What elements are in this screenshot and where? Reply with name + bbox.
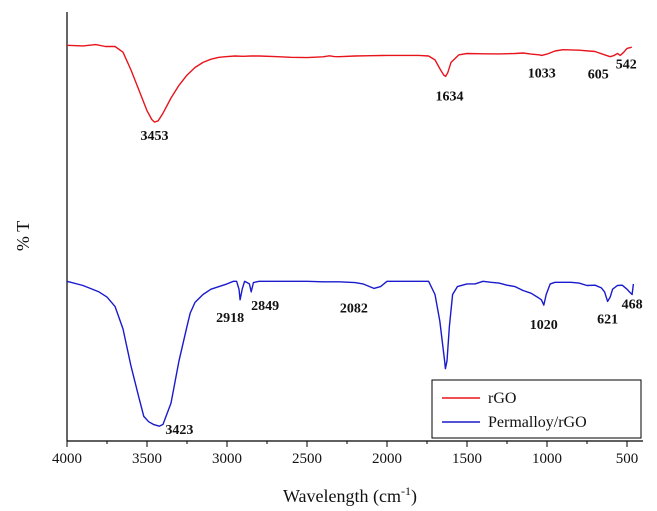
x-tick-label: 4000 xyxy=(52,451,82,467)
peak-label: 1634 xyxy=(436,89,464,104)
peak-label: 2082 xyxy=(340,301,368,316)
x-tick-label: 3000 xyxy=(212,451,242,467)
peak-label: 1020 xyxy=(530,318,558,333)
x-axis-label: Wavelength (cm-1) xyxy=(283,484,417,507)
series-layer xyxy=(66,43,635,427)
x-tick-label: 500 xyxy=(616,451,639,467)
peak-annotations: 3453163410336055423423291828492082163510… xyxy=(141,57,643,438)
plot-frame xyxy=(66,12,643,442)
peak-label: 3423 xyxy=(165,423,193,438)
legend-label: rGO xyxy=(488,390,516,407)
x-axis-label-main: Wavelength (cm xyxy=(283,486,401,507)
peak-label: 1033 xyxy=(528,66,556,81)
peak-label: 2849 xyxy=(251,299,279,314)
y-axis-label: % T xyxy=(13,221,33,251)
x-axis-label-tail: ) xyxy=(411,486,417,507)
x-tick-label: 2500 xyxy=(292,451,322,467)
legend-label: Permalloy/rGO xyxy=(488,414,587,431)
x-axis-label-superscript: -1 xyxy=(401,484,411,498)
legend-box xyxy=(431,379,642,439)
x-tick-label: 1000 xyxy=(532,451,562,467)
peak-label: 621 xyxy=(597,312,618,327)
peak-label: 3453 xyxy=(141,129,169,144)
legend: rGO Permalloy/rGO xyxy=(431,379,642,439)
x-tick-label: 3500 xyxy=(132,451,162,467)
series-line-permalloy-rgo xyxy=(66,280,635,427)
x-tick-label: 1500 xyxy=(452,451,482,467)
peak-label: 605 xyxy=(588,68,609,83)
peak-label: 468 xyxy=(622,298,643,313)
series-line-rgo xyxy=(66,43,632,123)
peak-label: 542 xyxy=(616,57,637,72)
x-axis-ticks: 4000 3500 3000 2500 2000 1500 1000 500 xyxy=(52,441,638,467)
peak-label: 2918 xyxy=(216,311,244,326)
x-tick-label: 2000 xyxy=(372,451,402,467)
